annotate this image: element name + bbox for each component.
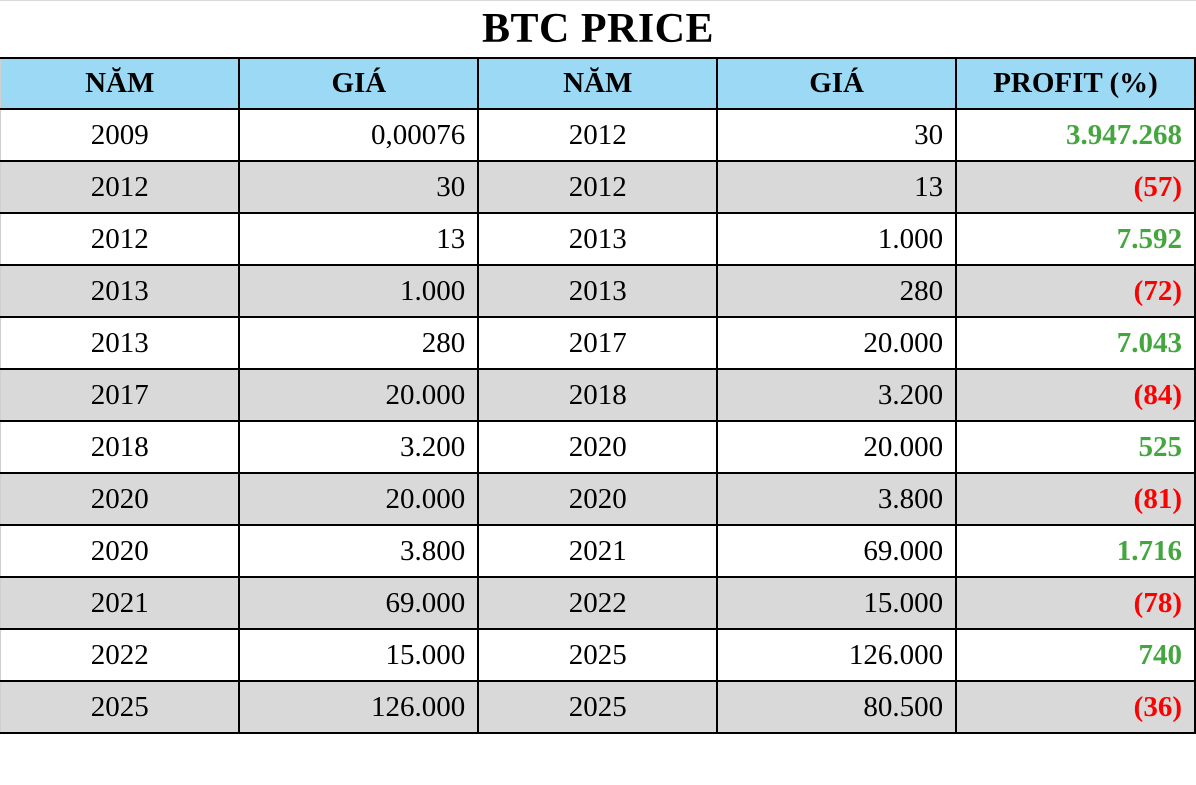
year-start-cell: 2018 bbox=[0, 420, 241, 474]
price-start-cell: 3.800 bbox=[238, 524, 480, 578]
table-row: 2020 3.800 2021 69.000 1.716 bbox=[0, 524, 1196, 578]
price-start-cell: 280 bbox=[238, 316, 480, 370]
header-profit: PROFIT (%) bbox=[955, 57, 1196, 110]
table-body: 2009 0,00076 2012 30 3.947.268 2012 30 2… bbox=[0, 108, 1196, 734]
price-end-cell: 280 bbox=[716, 264, 958, 318]
profit-cell: (81) bbox=[955, 472, 1196, 526]
year-start-cell: 2012 bbox=[0, 160, 241, 214]
price-end-cell: 3.800 bbox=[716, 472, 958, 526]
page-title: BTC PRICE bbox=[481, 6, 715, 52]
price-start-cell: 30 bbox=[238, 160, 480, 214]
profit-cell: 740 bbox=[955, 628, 1196, 682]
year-end-cell: 2013 bbox=[477, 212, 719, 266]
year-start-cell: 2021 bbox=[0, 576, 241, 630]
price-start-cell: 20.000 bbox=[238, 472, 480, 526]
price-end-cell: 1.000 bbox=[716, 212, 958, 266]
year-start-cell: 2022 bbox=[0, 628, 241, 682]
table-row: 2009 0,00076 2012 30 3.947.268 bbox=[0, 108, 1196, 162]
year-end-cell: 2022 bbox=[477, 576, 719, 630]
price-end-cell: 126.000 bbox=[716, 628, 958, 682]
table-row: 2022 15.000 2025 126.000 740 bbox=[0, 628, 1196, 682]
price-start-cell: 126.000 bbox=[238, 680, 480, 734]
table-row: 2017 20.000 2018 3.200 (84) bbox=[0, 368, 1196, 422]
table-row: 2021 69.000 2022 15.000 (78) bbox=[0, 576, 1196, 630]
year-start-cell: 2020 bbox=[0, 472, 241, 526]
year-end-cell: 2012 bbox=[477, 160, 719, 214]
price-end-cell: 3.200 bbox=[716, 368, 958, 422]
price-start-cell: 1.000 bbox=[238, 264, 480, 318]
header-row: NĂM GIÁ NĂM GIÁ PROFIT (%) bbox=[0, 57, 1196, 110]
year-start-cell: 2013 bbox=[0, 264, 241, 318]
price-start-cell: 0,00076 bbox=[238, 108, 480, 162]
year-end-cell: 2025 bbox=[477, 628, 719, 682]
table-row: 2025 126.000 2025 80.500 (36) bbox=[0, 680, 1196, 734]
price-start-cell: 69.000 bbox=[238, 576, 480, 630]
profit-cell: 7.592 bbox=[955, 212, 1196, 266]
year-start-cell: 2017 bbox=[0, 368, 241, 422]
profit-cell: (72) bbox=[955, 264, 1196, 318]
price-start-cell: 3.200 bbox=[238, 420, 480, 474]
price-end-cell: 15.000 bbox=[716, 576, 958, 630]
header-price-end: GIÁ bbox=[716, 57, 958, 110]
header-year-start: NĂM bbox=[0, 57, 241, 110]
price-end-cell: 30 bbox=[716, 108, 958, 162]
price-end-cell: 13 bbox=[716, 160, 958, 214]
profit-cell: 525 bbox=[955, 420, 1196, 474]
price-end-cell: 80.500 bbox=[716, 680, 958, 734]
table-row: 2012 13 2013 1.000 7.592 bbox=[0, 212, 1196, 266]
year-start-cell: 2009 bbox=[0, 108, 241, 162]
price-end-cell: 20.000 bbox=[716, 316, 958, 370]
profit-cell: (57) bbox=[955, 160, 1196, 214]
profit-cell: (78) bbox=[955, 576, 1196, 630]
year-end-cell: 2012 bbox=[477, 108, 719, 162]
profit-cell: (84) bbox=[955, 368, 1196, 422]
table-row: 2013 1.000 2013 280 (72) bbox=[0, 264, 1196, 318]
header-price-start: GIÁ bbox=[238, 57, 480, 110]
table-row: 2013 280 2017 20.000 7.043 bbox=[0, 316, 1196, 370]
table-row: 2012 30 2012 13 (57) bbox=[0, 160, 1196, 214]
year-start-cell: 2013 bbox=[0, 316, 241, 370]
price-end-cell: 20.000 bbox=[716, 420, 958, 474]
profit-cell: 7.043 bbox=[955, 316, 1196, 370]
header-year-end: NĂM bbox=[477, 57, 719, 110]
profit-cell: (36) bbox=[955, 680, 1196, 734]
profit-cell: 1.716 bbox=[955, 524, 1196, 578]
year-end-cell: 2013 bbox=[477, 264, 719, 318]
year-end-cell: 2021 bbox=[477, 524, 719, 578]
price-start-cell: 20.000 bbox=[238, 368, 480, 422]
table-row: 2020 20.000 2020 3.800 (81) bbox=[0, 472, 1196, 526]
year-start-cell: 2025 bbox=[0, 680, 241, 734]
btc-price-table: NĂM GIÁ NĂM GIÁ PROFIT (%) 2009 0,00076 … bbox=[0, 57, 1196, 734]
price-start-cell: 13 bbox=[238, 212, 480, 266]
year-start-cell: 2012 bbox=[0, 212, 241, 266]
profit-cell: 3.947.268 bbox=[955, 108, 1196, 162]
year-start-cell: 2020 bbox=[0, 524, 241, 578]
year-end-cell: 2017 bbox=[477, 316, 719, 370]
table-row: 2018 3.200 2020 20.000 525 bbox=[0, 420, 1196, 474]
price-end-cell: 69.000 bbox=[716, 524, 958, 578]
year-end-cell: 2018 bbox=[477, 368, 719, 422]
year-end-cell: 2025 bbox=[477, 680, 719, 734]
year-end-cell: 2020 bbox=[477, 420, 719, 474]
year-end-cell: 2020 bbox=[477, 472, 719, 526]
price-start-cell: 15.000 bbox=[238, 628, 480, 682]
